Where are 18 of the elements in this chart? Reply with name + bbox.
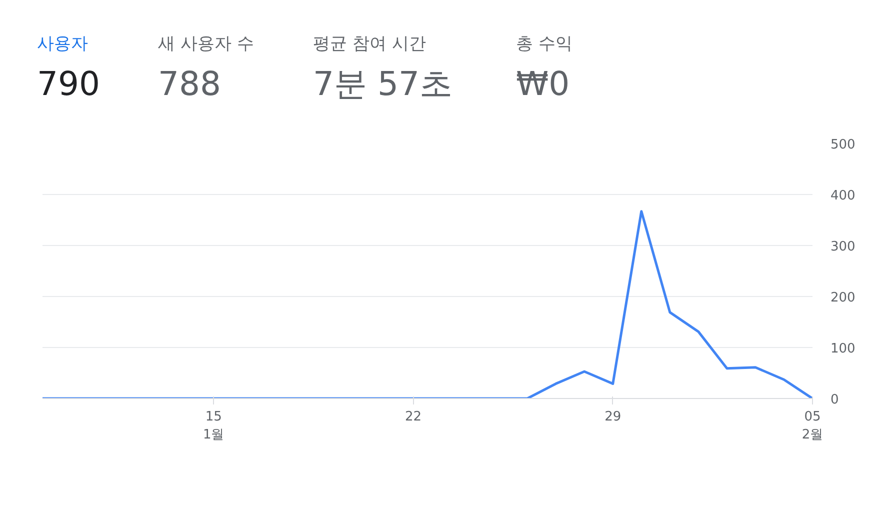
text: 788 [158, 63, 222, 106]
x-tick-label: 29 [604, 410, 622, 424]
y-tick-label: 500 [830, 138, 856, 152]
text: 총 수익 [516, 33, 572, 56]
text: ₩0 [516, 63, 571, 106]
text: 평균 참여 시간 [313, 33, 427, 56]
x-tick-label: 15 1월 [202, 410, 224, 442]
text: 사용자 [37, 33, 89, 56]
text: 새 사용자 수 [158, 33, 254, 56]
y-tick-label: 300 [830, 240, 856, 254]
text: 7분 57초 [313, 63, 452, 106]
y-tick-label: 100 [830, 342, 856, 356]
y-tick-label: 200 [830, 290, 856, 306]
x-tick-label: 05 2월 [802, 410, 824, 442]
y-tick-label: 0 [830, 392, 839, 408]
text: 790 [37, 63, 100, 106]
y-tick-label: 400 [830, 188, 856, 204]
x-tick-label: 22 [404, 410, 422, 424]
